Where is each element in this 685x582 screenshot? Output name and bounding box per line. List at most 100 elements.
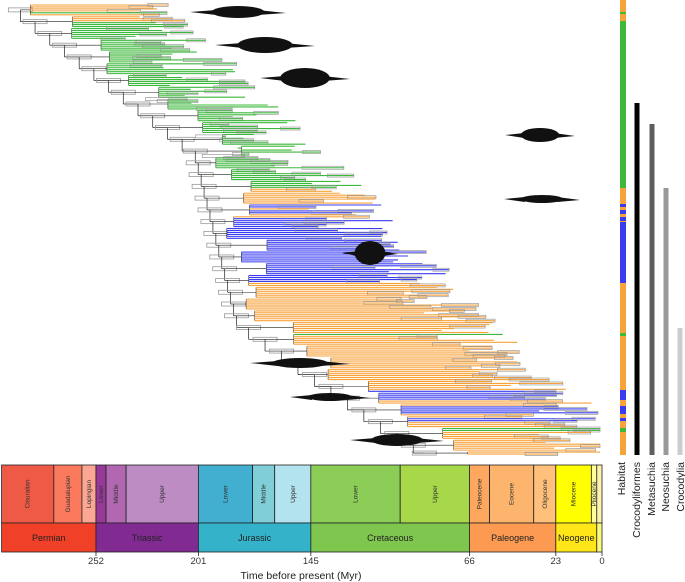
tip-age-bar <box>408 295 428 300</box>
period-box <box>310 522 470 553</box>
silhouette-head <box>260 76 285 81</box>
tip-age-bar <box>391 250 427 254</box>
tip-age-bar <box>211 71 227 76</box>
tip-age-bar <box>343 214 370 219</box>
epoch-box <box>489 464 535 524</box>
tick-label: 66 <box>464 556 475 567</box>
silhouette-tail <box>554 133 575 138</box>
period-box <box>469 522 557 553</box>
silhouette-tail <box>415 438 444 443</box>
habitat-segment-marine <box>620 418 626 421</box>
period-label: Triassic <box>132 533 163 543</box>
tip-age-bar <box>194 134 226 139</box>
period-label: Neogene <box>558 533 595 543</box>
tip-age-bar <box>219 81 249 86</box>
tip-age-bar <box>271 161 289 166</box>
silhouette-body <box>237 37 293 53</box>
habitat-segment-marine <box>620 390 626 400</box>
habitat-segment-marine <box>620 406 626 414</box>
tip-age-bar <box>311 185 337 190</box>
period-label: Permian <box>32 533 66 543</box>
habitat-segment-marine <box>620 217 626 221</box>
clade-bar-neosuchia <box>663 188 669 455</box>
silhouette-body <box>272 358 328 368</box>
tip-age-bar <box>449 324 486 329</box>
habitat-segment-freshwater <box>620 414 626 418</box>
tip-age-bar <box>139 32 167 37</box>
epoch-label: Miocene <box>571 481 578 506</box>
animal-silhouette <box>350 434 444 446</box>
tip-age-bar <box>186 38 206 43</box>
tip-age-bar <box>396 299 415 303</box>
clade-label-crocodyliformes: Crocodyliformes <box>631 462 643 538</box>
tip-age-bar <box>432 267 450 272</box>
epoch-label: Middle <box>113 484 120 504</box>
tip-age-bar <box>400 263 437 268</box>
animal-silhouette <box>342 241 398 265</box>
animal-silhouette <box>505 128 575 142</box>
epoch-box <box>197 464 254 524</box>
clade-label-crocodylia: Crocodylia <box>675 462 685 512</box>
epoch-label: Lower <box>223 484 230 503</box>
silhouette-head <box>504 197 525 202</box>
silhouette-body <box>280 68 330 88</box>
clade-label-metasuchia: Metasuchia <box>646 462 658 516</box>
epoch-label: Oligocene <box>542 479 549 509</box>
habitat-segment-marine <box>620 210 626 214</box>
habitat-segment-freshwater <box>620 400 626 406</box>
tip-age-bar <box>280 126 301 131</box>
silhouette-tail <box>257 10 286 15</box>
tip-age-bar <box>571 416 596 421</box>
tip-age-bar <box>441 303 479 307</box>
habitat-segment-marine <box>620 204 626 207</box>
tip-age-bar <box>164 24 184 29</box>
silhouette-tail <box>346 395 370 400</box>
habitat-segment-terrestrial <box>620 21 626 188</box>
habitat-segment-freshwater <box>620 283 626 333</box>
tip-age-bar <box>411 289 451 294</box>
silhouette-body <box>211 6 265 18</box>
tip-age-bar <box>519 381 564 386</box>
animal-silhouette <box>260 68 350 88</box>
tip-age-bar <box>170 30 194 35</box>
habitat-segment-terrestrial <box>620 12 626 14</box>
habitat-segment-freshwater <box>620 188 626 204</box>
silhouette-head <box>250 361 278 366</box>
habitat-segment-freshwater <box>620 432 626 455</box>
tip-age-bar <box>147 3 169 7</box>
epoch-label: Upper <box>290 484 297 503</box>
epoch-label: Pliocene <box>591 481 598 506</box>
tip-age-bar <box>564 411 599 415</box>
silhouette-tail <box>557 197 580 202</box>
epoch-box <box>274 464 312 524</box>
tip-age-bar <box>301 165 345 170</box>
silhouette-tail <box>320 361 350 366</box>
silhouette-head <box>350 438 376 443</box>
tip-age-bar <box>145 97 188 101</box>
tip-age-bar <box>495 361 521 366</box>
epoch-label: Guadalupian <box>65 475 72 512</box>
phylogenetic-tree <box>7 3 601 456</box>
clade-bar-crocodylia <box>677 328 683 455</box>
epoch-label: Lopingian <box>86 480 93 509</box>
epoch-box <box>596 464 603 524</box>
silhouette-head <box>342 251 358 256</box>
tip-age-bar <box>337 209 374 213</box>
tip-age-bar <box>302 150 321 154</box>
epoch-box <box>125 464 199 524</box>
silhouette-body <box>354 241 386 265</box>
tip-age-bar <box>508 377 550 382</box>
tick-label: 145 <box>302 556 319 567</box>
tip-age-bar <box>204 89 228 94</box>
tip-age-bar <box>253 110 279 115</box>
tip-age-bar <box>462 346 493 351</box>
silhouette-body <box>521 195 563 203</box>
silhouette-tail <box>323 76 350 81</box>
tip-age-bar <box>493 356 514 360</box>
silhouette-head <box>215 43 243 48</box>
habitat-segment-terrestrial <box>620 428 626 432</box>
habitat-segment-freshwater <box>620 0 626 12</box>
epoch-label: Eocene <box>509 483 516 505</box>
x-axis-label: Time before present (Myr) <box>240 570 362 582</box>
epoch-box <box>310 464 401 524</box>
